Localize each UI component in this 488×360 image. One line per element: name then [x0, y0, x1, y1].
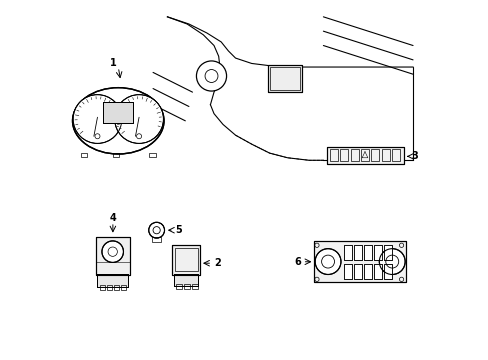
Bar	[114, 285, 119, 290]
Bar	[343, 264, 351, 279]
Bar	[353, 264, 362, 279]
Bar	[363, 264, 371, 279]
Bar	[363, 244, 371, 260]
Bar	[149, 153, 156, 157]
Bar	[81, 153, 87, 157]
Circle shape	[73, 95, 122, 143]
Circle shape	[102, 241, 123, 262]
Bar	[172, 244, 200, 275]
Bar	[107, 285, 112, 290]
Circle shape	[136, 134, 142, 139]
Bar	[97, 274, 128, 287]
Bar	[340, 149, 347, 161]
Bar	[97, 274, 128, 287]
Ellipse shape	[72, 87, 163, 154]
Circle shape	[196, 61, 226, 91]
Circle shape	[314, 249, 340, 274]
Circle shape	[115, 95, 163, 143]
Bar	[270, 67, 299, 90]
Bar	[360, 149, 368, 161]
Bar	[371, 149, 379, 161]
Bar	[103, 102, 133, 123]
Circle shape	[148, 222, 164, 238]
Bar	[353, 264, 362, 279]
Bar	[174, 274, 198, 286]
Bar	[350, 149, 358, 161]
Bar	[103, 102, 133, 123]
Bar	[391, 149, 399, 161]
Bar	[314, 241, 405, 282]
Bar	[383, 244, 391, 260]
Bar	[373, 244, 382, 260]
Bar	[96, 237, 129, 275]
Circle shape	[95, 134, 100, 139]
Bar	[383, 244, 391, 260]
Bar	[326, 147, 403, 164]
Bar	[353, 244, 362, 260]
Bar	[343, 264, 351, 279]
Bar	[326, 147, 403, 164]
Bar	[96, 237, 129, 275]
Bar	[152, 237, 161, 242]
Bar	[381, 149, 389, 161]
Bar	[314, 241, 405, 282]
Bar	[343, 244, 351, 260]
Text: 1: 1	[110, 58, 117, 68]
Bar	[373, 244, 382, 260]
Bar	[192, 284, 197, 289]
Bar	[121, 285, 126, 290]
Bar	[353, 244, 362, 260]
Circle shape	[379, 249, 405, 274]
Bar	[373, 264, 382, 279]
Text: 3: 3	[410, 151, 417, 161]
Bar	[343, 244, 351, 260]
Bar	[363, 244, 371, 260]
Bar	[329, 149, 337, 161]
Bar	[113, 153, 119, 157]
Bar	[174, 274, 198, 286]
Text: 4: 4	[109, 213, 116, 222]
Bar	[184, 284, 189, 289]
Bar	[176, 284, 182, 289]
Bar	[267, 65, 301, 92]
Text: 6: 6	[294, 257, 300, 267]
Bar	[174, 248, 197, 271]
Bar	[363, 264, 371, 279]
Bar	[267, 65, 301, 92]
Bar	[373, 264, 382, 279]
Bar	[383, 264, 391, 279]
Bar	[383, 264, 391, 279]
Bar	[172, 244, 200, 275]
Text: 5: 5	[174, 225, 181, 235]
Bar	[100, 285, 104, 290]
Text: 2: 2	[214, 258, 221, 268]
